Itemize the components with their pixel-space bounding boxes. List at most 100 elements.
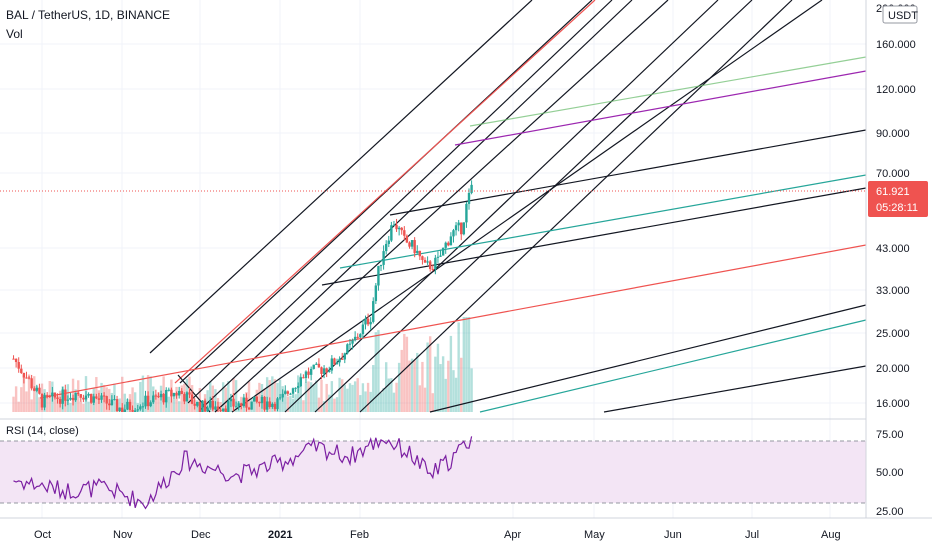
candle [382, 245, 385, 270]
rsi-pane[interactable]: RSI (14, close) [0, 418, 866, 510]
volume-bar [395, 382, 398, 412]
rsi-line [13, 436, 473, 510]
volume-bar [17, 401, 20, 412]
volume-bar [25, 391, 28, 412]
volume-bar [307, 381, 310, 412]
time-label: Dec [191, 529, 211, 541]
candle [312, 364, 315, 370]
price-axis[interactable]: 200.000 160.000 120.000 90.000 70.000 43… [865, 0, 932, 518]
volume-bar [227, 381, 230, 412]
candle [428, 260, 432, 272]
candle [359, 333, 362, 339]
volume-bar [460, 357, 463, 412]
candle [263, 396, 266, 412]
volume-bar [139, 382, 142, 412]
volume-bar [449, 335, 453, 412]
price-tick: 16.000 [876, 398, 910, 410]
candle [51, 386, 54, 402]
candle [369, 317, 372, 331]
drawn-trendlines[interactable] [39, 0, 867, 413]
volume-bar [30, 399, 33, 412]
candle [159, 390, 163, 401]
candle [100, 392, 103, 403]
currency-button-label: USDT [888, 10, 918, 22]
volume-bar [291, 398, 295, 412]
candle [346, 343, 349, 355]
volume-bar [340, 379, 344, 412]
candle [242, 393, 246, 408]
candle [416, 245, 419, 254]
candle [392, 220, 396, 227]
volume-bar [328, 394, 331, 412]
candle [356, 333, 359, 340]
candle [216, 401, 220, 412]
candle [221, 408, 225, 412]
candle [190, 390, 194, 405]
candle [110, 395, 114, 406]
candle [64, 384, 67, 407]
candle [405, 234, 409, 244]
candle [460, 222, 463, 241]
candle [384, 240, 388, 255]
volume-bar [309, 382, 313, 412]
volume-bar [315, 380, 318, 412]
candle [136, 404, 139, 412]
volume-bar [177, 401, 181, 412]
candle [245, 393, 248, 412]
volume-bar [22, 374, 26, 412]
symbol-title[interactable]: BAL / TetherUS, 1D, BINANCE [6, 8, 171, 22]
candle [40, 393, 44, 411]
volume-bar [302, 400, 305, 412]
candle [196, 401, 199, 408]
volume-bar [77, 380, 80, 412]
volume-bar [175, 386, 178, 412]
price-tick: 70.000 [876, 168, 910, 180]
candle [330, 355, 334, 374]
candle [403, 226, 406, 241]
candle [167, 387, 171, 392]
candle [281, 389, 284, 402]
candle [364, 315, 367, 330]
candle [387, 235, 390, 248]
candle [185, 391, 189, 402]
volume-bar [359, 395, 362, 412]
candle [240, 402, 243, 410]
price-tick: 120.000 [876, 84, 916, 96]
candle [317, 358, 321, 368]
candle [340, 352, 344, 360]
candle [379, 264, 383, 272]
candle [377, 265, 380, 291]
volume-bar [214, 389, 217, 412]
volume-bar [118, 398, 121, 412]
candle [183, 392, 186, 405]
volume-bar [421, 361, 424, 412]
candle [309, 366, 313, 381]
price-tick: 160.000 [876, 39, 916, 51]
candle [146, 391, 150, 410]
volume-bar [12, 396, 15, 412]
candle [198, 400, 202, 412]
volume-bar [454, 377, 458, 412]
candle [82, 394, 85, 403]
volume-bar [374, 332, 378, 412]
volume-bar [79, 401, 83, 412]
volume-bar [317, 397, 321, 412]
volume-bar [457, 322, 460, 412]
candle [162, 393, 165, 405]
volume-bar [289, 395, 292, 412]
price-tick: 33.000 [876, 285, 910, 297]
last-price-badge: 61.921 05:28:11 [868, 181, 928, 217]
candle [234, 401, 238, 408]
volume-bar [470, 368, 473, 412]
candle [299, 373, 302, 387]
time-axis[interactable]: Oct Nov Dec 2021 Feb Apr May Jun Jul Aug [0, 517, 932, 550]
volume-indicator-label[interactable]: Vol [6, 27, 23, 41]
candle [61, 386, 64, 410]
currency-button[interactable]: USDT [882, 5, 918, 24]
candle [113, 395, 116, 401]
volume-bar [82, 403, 85, 412]
volume-bar [297, 375, 300, 412]
candle [74, 392, 77, 402]
candle [175, 391, 178, 399]
